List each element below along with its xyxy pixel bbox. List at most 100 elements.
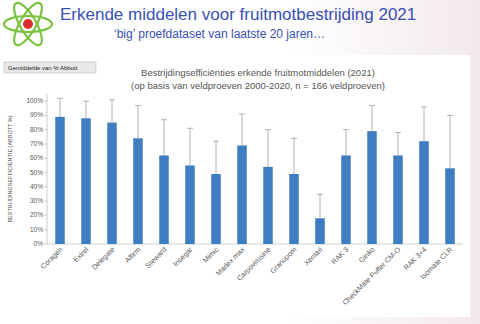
logo-core <box>23 19 33 29</box>
bar <box>263 167 273 244</box>
y-tick-label: 40% <box>30 183 43 190</box>
x-tick-label: Isomate CLR <box>418 245 454 281</box>
x-tick-label: Delegate <box>90 245 117 272</box>
error-stem <box>320 194 321 218</box>
x-tick-label: Coragen <box>39 245 65 271</box>
bar <box>107 123 117 244</box>
error-cap <box>213 141 219 142</box>
plot-area <box>55 98 455 244</box>
y-tick <box>44 144 47 145</box>
error-cap <box>109 99 115 100</box>
x-tick-label: RAK 3 <box>329 245 350 266</box>
x-tick-label: Carpovirusine <box>235 245 273 283</box>
x-tick-label: Ginko <box>357 245 377 265</box>
x-tick-label: Insegar <box>171 245 195 269</box>
bar <box>419 141 429 244</box>
y-tick <box>44 172 47 173</box>
y-tick <box>44 129 47 130</box>
x-tick-label: Mimic <box>201 245 221 265</box>
error-bar <box>83 101 89 118</box>
bar <box>159 155 169 244</box>
error-cap <box>421 106 427 107</box>
y-tick-label: 30% <box>30 197 43 204</box>
bar <box>445 168 455 244</box>
error-stem <box>86 101 87 118</box>
bar <box>315 218 325 244</box>
error-cap <box>317 194 323 195</box>
error-cap <box>447 115 453 116</box>
y-axis-line <box>47 94 48 244</box>
bar <box>289 174 299 244</box>
x-tick-label: Exirel <box>71 245 90 264</box>
page-title: Erkende middelen voor fruitmotbestrijdin… <box>60 5 416 24</box>
x-tick-label: Xentari <box>302 245 325 268</box>
logo-orbit <box>9 0 47 49</box>
error-bar <box>317 194 323 218</box>
error-cap <box>161 119 167 120</box>
error-bar <box>395 133 401 156</box>
error-stem <box>60 98 61 117</box>
y-tick-label: 80% <box>30 126 43 133</box>
error-cap <box>291 138 297 139</box>
y-tick <box>44 186 47 187</box>
error-cap <box>265 129 271 130</box>
logo <box>4 0 52 49</box>
error-bar <box>421 107 427 141</box>
field-button <box>4 62 96 73</box>
x-tick-label: Steward <box>143 245 168 270</box>
bar <box>211 174 221 244</box>
y-tick-label: 10% <box>30 226 43 233</box>
y-tick-label: 100% <box>26 97 43 104</box>
error-cap <box>369 105 375 106</box>
x-tick-label: Affirm <box>123 245 143 265</box>
error-stem <box>398 133 399 156</box>
y-tick-label: 0% <box>34 240 44 247</box>
y-tick <box>44 158 47 159</box>
error-bar <box>291 138 297 174</box>
background <box>0 0 480 324</box>
error-bar <box>265 130 271 167</box>
error-cap <box>57 98 63 99</box>
error-stem <box>450 115 451 168</box>
logo-orbit <box>9 0 47 49</box>
bar <box>237 145 247 244</box>
error-cap <box>395 132 401 133</box>
error-stem <box>190 128 191 165</box>
error-bar <box>343 130 349 156</box>
error-stem <box>164 120 165 156</box>
error-cap <box>187 128 193 129</box>
error-bar <box>187 128 193 165</box>
error-bar <box>57 98 63 117</box>
error-bar <box>369 105 375 131</box>
error-bar <box>109 100 115 123</box>
bar <box>341 155 351 244</box>
error-stem <box>268 130 269 167</box>
error-cap <box>343 129 349 130</box>
error-stem <box>112 100 113 123</box>
error-stem <box>294 138 295 174</box>
bar <box>393 155 403 244</box>
bar <box>81 118 91 244</box>
chart-subtitle: (op basis van veldproeven 2000-2020, n =… <box>131 80 385 91</box>
y-tick <box>44 244 47 245</box>
bar <box>55 117 65 244</box>
logo-orbit <box>4 16 52 32</box>
y-tick <box>44 101 47 102</box>
y-tick <box>44 201 47 202</box>
page-subtitle: ‘big’ proefdataset van laatste 20 jaren… <box>114 27 325 41</box>
error-bar <box>239 114 245 145</box>
y-tick-label: 60% <box>30 154 43 161</box>
x-tick-label: Granupom <box>268 245 298 275</box>
error-bar <box>161 120 167 156</box>
error-bar <box>447 115 453 168</box>
y-tick <box>44 215 47 216</box>
bar <box>367 131 377 244</box>
canvas: Erkende middelen voor fruitmotbestrijdin… <box>0 0 480 324</box>
error-stem <box>242 114 243 145</box>
y-tick-label: 70% <box>30 140 43 147</box>
error-stem <box>424 107 425 141</box>
bar <box>185 165 195 244</box>
y-tick-label: 50% <box>30 169 43 176</box>
y-tick-label: 90% <box>30 111 43 118</box>
bar <box>133 138 143 244</box>
